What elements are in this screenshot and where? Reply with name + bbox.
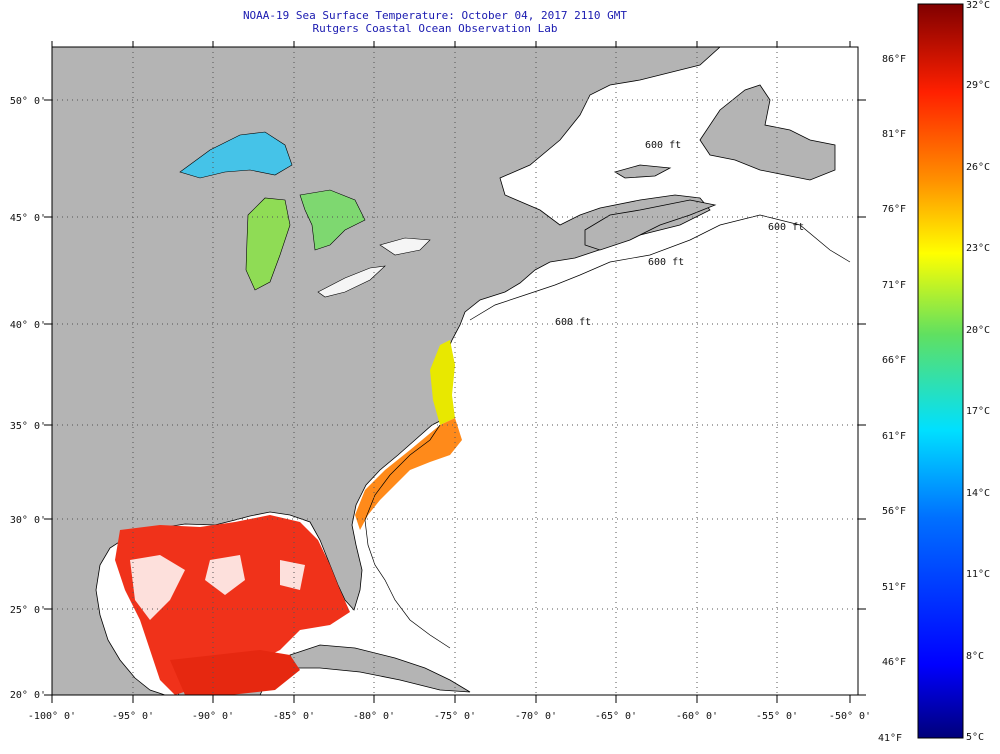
colorbar-f-label: 86°F bbox=[882, 54, 907, 65]
colorbar-f-label: 61°F bbox=[882, 431, 907, 442]
sst-chesapeake bbox=[430, 340, 455, 425]
lon-tick-label: -65° 0' bbox=[595, 711, 637, 722]
lon-tick-label: -80° 0' bbox=[353, 711, 395, 722]
lon-tick-label: -60° 0' bbox=[676, 711, 718, 722]
isobath-label: 600 ft bbox=[555, 317, 591, 328]
lat-axis-labels: 50° 0' 45° 0' 40° 0' 35° 0' 30° 0' 25° 0… bbox=[10, 96, 46, 701]
lake-erie bbox=[317, 265, 386, 298]
colorbar-c-label: 32°C bbox=[966, 0, 991, 11]
lon-axis-labels: -100° 0' -95° 0' -90° 0' -85° 0' -80° 0'… bbox=[28, 711, 871, 722]
map-subtitle: Rutgers Coastal Ocean Observation Lab bbox=[312, 22, 558, 35]
axis-ticks bbox=[44, 41, 866, 703]
map-title: NOAA-19 Sea Surface Temperature: October… bbox=[242, 9, 628, 22]
colorbar-f-label: 56°F bbox=[882, 506, 907, 517]
lon-tick-label: -90° 0' bbox=[192, 711, 234, 722]
colorbar-c-label: 23°C bbox=[966, 243, 991, 254]
lat-tick-label: 25° 0' bbox=[10, 605, 46, 616]
lon-tick-label: -75° 0' bbox=[434, 711, 476, 722]
lat-tick-label: 20° 0' bbox=[10, 690, 46, 701]
isobath-label: 600 ft bbox=[648, 257, 684, 268]
colorbar-f-label: 81°F bbox=[882, 129, 907, 140]
colorbar-c-label: 26°C bbox=[966, 162, 991, 173]
lake-michigan bbox=[245, 197, 291, 291]
lon-tick-label: -100° 0' bbox=[28, 711, 76, 722]
lat-tick-label: 45° 0' bbox=[10, 213, 46, 224]
lon-tick-label: -85° 0' bbox=[273, 711, 315, 722]
colorbar-c-label: 14°C bbox=[966, 488, 991, 499]
colorbar-c-label: 29°C bbox=[966, 80, 991, 91]
sst-carolina bbox=[355, 418, 462, 530]
lat-tick-label: 30° 0' bbox=[10, 515, 46, 526]
colorbar-c-label: 11°C bbox=[966, 569, 991, 580]
colorbar-c-label: 5°C bbox=[966, 732, 985, 743]
maritimes-land bbox=[584, 199, 717, 251]
colorbar-c-label: 8°C bbox=[966, 651, 985, 662]
newfoundland-land bbox=[699, 84, 836, 181]
colorbar-f-label: 41°F bbox=[878, 733, 903, 744]
lat-tick-label: 35° 0' bbox=[10, 421, 46, 432]
lon-tick-label: -55° 0' bbox=[756, 711, 798, 722]
isobath-label: 600 ft bbox=[768, 222, 804, 233]
lake-superior bbox=[179, 131, 293, 179]
sst-gulf-gaps bbox=[130, 555, 305, 620]
colorbar-c-label: 20°C bbox=[966, 325, 991, 336]
graticule bbox=[52, 47, 858, 695]
cuba-land bbox=[289, 644, 471, 693]
sst-caribbean bbox=[170, 650, 300, 695]
lat-tick-label: 40° 0' bbox=[10, 320, 46, 331]
colorbar-f-label: 66°F bbox=[882, 355, 907, 366]
lake-huron bbox=[299, 189, 366, 251]
colorbar-c-label: 17°C bbox=[966, 406, 991, 417]
lake-ontario bbox=[379, 237, 431, 256]
temperature-colorbar bbox=[917, 3, 964, 739]
colorbar-f-label: 76°F bbox=[882, 204, 907, 215]
isobath-600ft bbox=[364, 214, 851, 649]
lat-tick-label: 50° 0' bbox=[10, 96, 46, 107]
isobath-label: 600 ft bbox=[645, 140, 681, 151]
colorbar-f-label: 46°F bbox=[882, 657, 907, 668]
colorbar-f-label: 51°F bbox=[882, 582, 907, 593]
anticosti-land bbox=[613, 164, 672, 179]
sst-gulf-of-mexico bbox=[115, 515, 350, 695]
lon-tick-label: -50° 0' bbox=[829, 711, 871, 722]
lon-tick-label: -70° 0' bbox=[515, 711, 557, 722]
lon-tick-label: -95° 0' bbox=[112, 711, 154, 722]
colorbar-f-label: 71°F bbox=[882, 280, 907, 291]
